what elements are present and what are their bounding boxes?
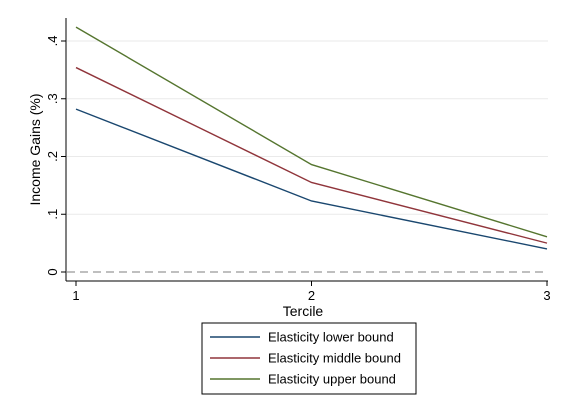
y-axis-title: Income Gains (%) [27, 93, 43, 205]
y-tick-label: .3 [45, 93, 60, 104]
x-tick-label: 2 [308, 288, 315, 303]
x-axis-ticks: 1 2 3 [72, 281, 551, 303]
legend-label: Elasticity middle bound [268, 351, 401, 366]
series-lines [75, 26, 548, 250]
legend-label: Elasticity upper bound [268, 372, 396, 387]
series-line-1 [75, 108, 548, 250]
legend-label: Elasticity lower bound [268, 330, 394, 345]
y-tick-label: 0 [45, 268, 60, 275]
y-axis-ticks: 0 .1 .2 .3 .4 [45, 36, 66, 276]
y-tick-label: .4 [45, 36, 60, 47]
x-tick-label: 3 [543, 288, 550, 303]
series-line-2 [75, 66, 548, 244]
grid-lines [67, 40, 548, 215]
series-line-3 [75, 26, 548, 238]
x-axis-title: Tercile [283, 303, 324, 319]
y-tick-label: .1 [45, 209, 60, 220]
legend: Elasticity lower bound Elasticity middle … [201, 322, 417, 395]
y-tick-label: .2 [45, 151, 60, 162]
x-tick-label: 1 [72, 288, 79, 303]
